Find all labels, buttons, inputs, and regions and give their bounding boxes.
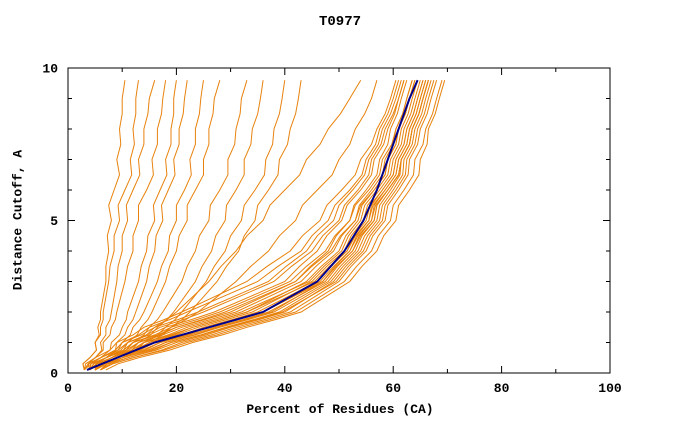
model-curve-38 — [94, 80, 427, 371]
y-tick-label: 10 — [42, 62, 58, 77]
model-curve-5 — [89, 80, 177, 371]
x-tick-label: 80 — [494, 381, 510, 396]
model-curve-1 — [82, 80, 126, 371]
model-curve-39 — [100, 80, 429, 371]
model-curves — [82, 79, 446, 371]
x-tick-label: 60 — [385, 381, 401, 396]
highlight-curve — [86, 79, 419, 371]
x-tick-label: 40 — [277, 381, 293, 396]
tick-labels: 0 20 40 60 80 100 0 5 10 — [42, 62, 622, 397]
x-tick-label: 20 — [169, 381, 185, 396]
model-curve-34 — [83, 80, 397, 371]
model-curve-32 — [100, 80, 443, 371]
chart-title: T0977 — [318, 14, 361, 30]
model-curve-26 — [89, 80, 413, 371]
model-curve-33 — [105, 80, 446, 371]
axes — [67, 67, 611, 374]
model-curve-30 — [100, 80, 435, 371]
model-curve-27 — [89, 80, 419, 371]
x-axis-label: Percent of Residues (CA) — [246, 402, 434, 417]
model-curve-31 — [100, 80, 438, 371]
model-curve-4 — [87, 80, 167, 371]
model-curve-35 — [89, 80, 400, 371]
y-tick-label: 5 — [50, 214, 58, 229]
model-curve-2 — [82, 80, 139, 371]
x-tick-label: 0 — [64, 381, 72, 396]
model-curve-36 — [89, 80, 405, 371]
model-curve-19 — [94, 80, 432, 371]
y-tick-label: 0 — [50, 367, 58, 382]
model-curve-3 — [87, 80, 156, 371]
x-tick-label: 100 — [598, 381, 622, 396]
